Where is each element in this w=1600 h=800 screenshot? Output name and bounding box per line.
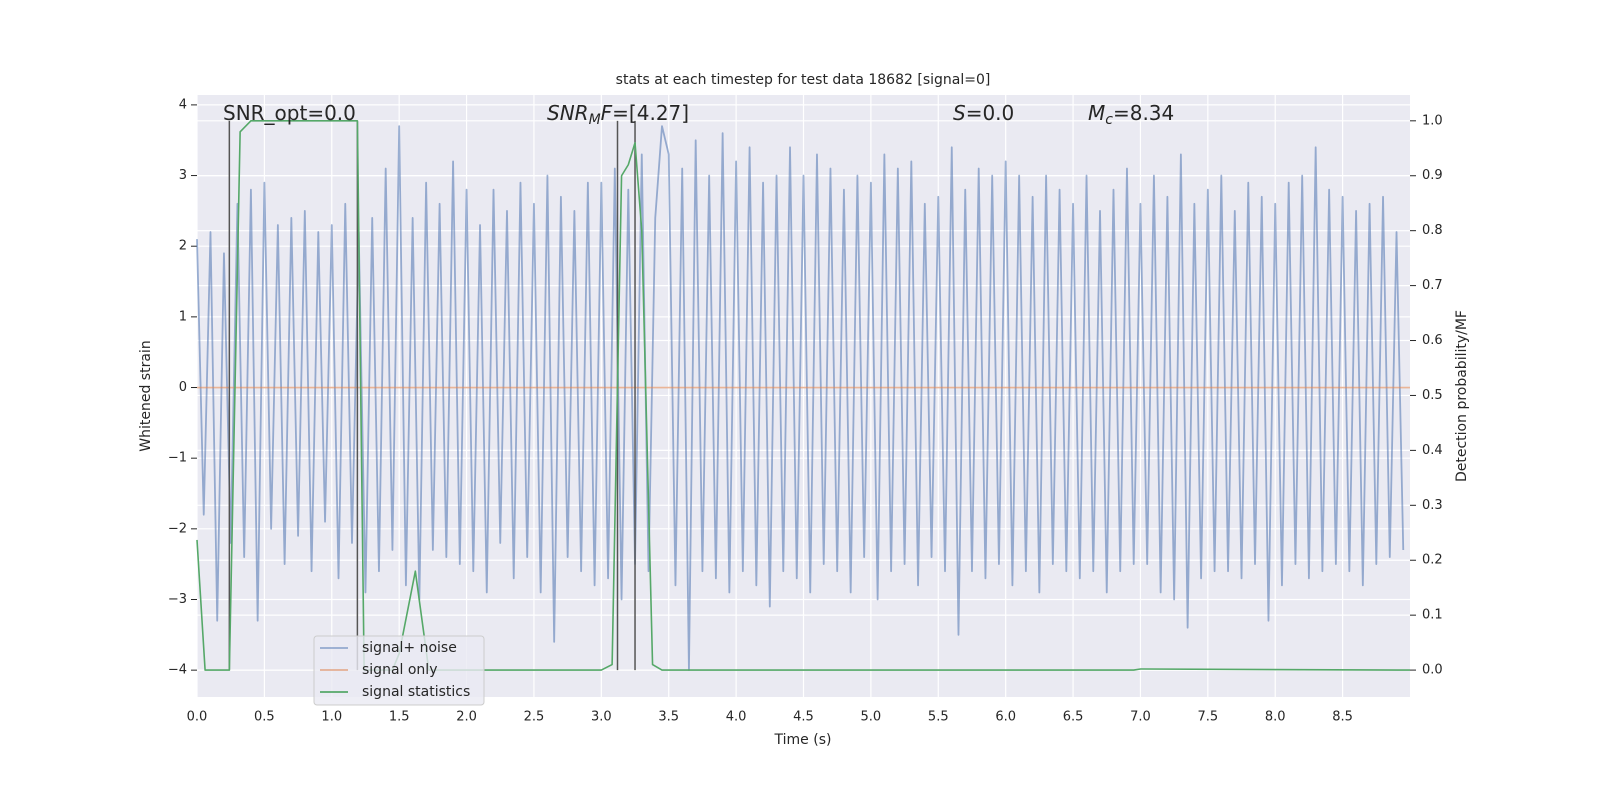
annotation-part: c bbox=[1105, 112, 1113, 128]
y2-tick-label: 0.6 bbox=[1422, 333, 1443, 348]
x-tick-label: 5.5 bbox=[928, 710, 949, 725]
annotation-part: M bbox=[1088, 101, 1105, 125]
y-tick-label: −2 bbox=[168, 521, 187, 536]
x-tick-label: 5.0 bbox=[861, 710, 882, 725]
annotation: SNR_opt=0.0 bbox=[223, 101, 356, 125]
y2-tick-label: 0.1 bbox=[1422, 608, 1443, 623]
legend-label: signal+ noise bbox=[362, 640, 457, 656]
annotation-part: =0.0 bbox=[966, 101, 1015, 125]
x-tick-label: 1.5 bbox=[389, 710, 410, 725]
annotation-part: SNR bbox=[547, 101, 589, 125]
x-tick-label: 6.0 bbox=[995, 710, 1016, 725]
y2-axis-label: Detection probability/MF bbox=[1454, 310, 1470, 482]
x-tick-label: 8.5 bbox=[1332, 710, 1353, 725]
x-tick-label: 3.5 bbox=[658, 710, 679, 725]
series-line bbox=[196, 125, 1405, 672]
annotation-part: SNR_opt=0.0 bbox=[223, 101, 356, 125]
annotation: SNRMF=[4.27] bbox=[547, 101, 689, 129]
y-tick-label: 4 bbox=[179, 97, 187, 112]
y-axis-label: Whitened strain bbox=[138, 340, 154, 451]
legend-box bbox=[313, 635, 485, 706]
x-tick-label: 2.0 bbox=[456, 710, 477, 725]
x-tick-label: 8.0 bbox=[1265, 710, 1286, 725]
y-tick-label: 2 bbox=[179, 239, 187, 254]
x-tick-label: 4.5 bbox=[793, 710, 814, 725]
x-tick-label: 7.0 bbox=[1130, 710, 1151, 725]
y2-tick-label: 0.5 bbox=[1422, 388, 1443, 403]
x-tick-label: 7.5 bbox=[1197, 710, 1218, 725]
y-tick-label: −4 bbox=[168, 663, 187, 678]
y2-tick-label: 0.0 bbox=[1422, 663, 1443, 678]
y-tick-label: −1 bbox=[168, 451, 187, 466]
y-tick-label: 0 bbox=[179, 380, 187, 395]
y-tick-label: −3 bbox=[168, 592, 187, 607]
x-tick-label: 4.0 bbox=[726, 710, 747, 725]
y2-tick-label: 0.3 bbox=[1422, 498, 1443, 513]
y-tick-label: 3 bbox=[179, 168, 187, 183]
y2-tick-label: 0.7 bbox=[1422, 278, 1443, 293]
annotation-part: =8.34 bbox=[1113, 101, 1174, 125]
annotation-part: =[4.27] bbox=[612, 101, 689, 125]
y2-tick-label: 0.8 bbox=[1422, 223, 1443, 238]
y2-tick-label: 0.4 bbox=[1422, 443, 1443, 458]
legend-label: signal only bbox=[362, 662, 437, 678]
x-tick-label: 1.0 bbox=[321, 710, 342, 725]
annotation: S=0.0 bbox=[953, 101, 1014, 125]
series-line bbox=[196, 120, 1411, 671]
y2-tick-label: 1.0 bbox=[1422, 113, 1443, 128]
annotation-part: S bbox=[953, 101, 966, 125]
annotation: Mc=8.34 bbox=[1088, 101, 1174, 129]
y2-tick-label: 0.2 bbox=[1422, 553, 1443, 568]
y-tick-label: 1 bbox=[179, 309, 187, 324]
chart-title: stats at each timestep for test data 186… bbox=[616, 72, 991, 88]
annotation-part: F bbox=[601, 101, 613, 125]
legend-label: signal statistics bbox=[362, 684, 470, 700]
x-tick-label: 0.5 bbox=[254, 710, 275, 725]
annotation-part: M bbox=[589, 112, 601, 128]
x-tick-label: 3.0 bbox=[591, 710, 612, 725]
y2-tick-label: 0.9 bbox=[1422, 168, 1443, 183]
x-tick-label: 6.5 bbox=[1063, 710, 1084, 725]
x-tick-label: 2.5 bbox=[524, 710, 545, 725]
x-tick-label: 0.0 bbox=[187, 710, 208, 725]
x-axis-label: Time (s) bbox=[774, 732, 832, 748]
